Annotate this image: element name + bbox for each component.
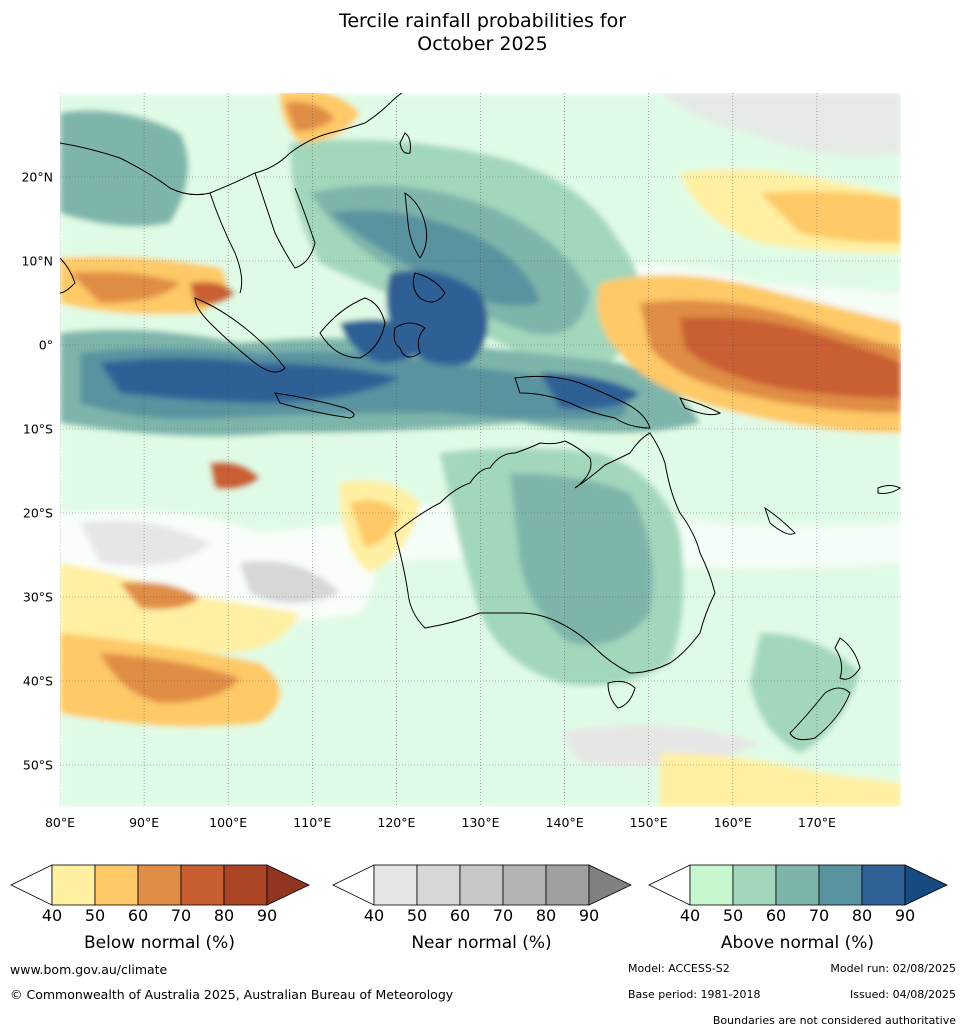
colorbar-segment — [818, 864, 863, 906]
malay-peninsula-coastline — [209, 192, 243, 294]
australia-coastline — [394, 432, 716, 674]
colorbar-low-arrow — [648, 864, 691, 906]
footer-copyright: © Commonwealth of Australia 2025, Austra… — [10, 987, 454, 1002]
map-canvas — [60, 93, 901, 807]
footer-url[interactable]: www.bom.gov.au/climate — [10, 962, 168, 977]
footer-model: Model: ACCESS-S2 — [628, 962, 730, 975]
new-caledonia-coastline — [764, 506, 796, 535]
colorbar-title: Below normal (%) — [84, 933, 235, 953]
colorbar-tick-label: 70 — [492, 906, 514, 925]
map-title: Tercile rainfall probabilities for Octob… — [0, 10, 965, 56]
colorbar-tick-label: 50 — [722, 906, 744, 925]
longitude-label: 170°E — [797, 815, 836, 830]
footer-base-period: Base period: 1981-2018 — [628, 988, 761, 1001]
latitude-label: 50°S — [22, 757, 53, 773]
colorbar-tick-label: 70 — [170, 906, 192, 925]
footer-disclaimer: Boundaries are not considered authoritat… — [712, 1014, 956, 1027]
longitude-label: 150°E — [629, 815, 668, 830]
latitude-label: 30°S — [22, 589, 53, 605]
longitude-label: 90°E — [129, 815, 160, 830]
longitude-label: 110°E — [293, 815, 332, 830]
colorbar-tick-label: 60 — [449, 906, 471, 925]
colorbar-segment — [689, 864, 734, 906]
nz-north-coastline — [834, 637, 861, 680]
latitude-label: 10°N — [21, 253, 53, 269]
colorbar-title: Above normal (%) — [720, 933, 875, 953]
tasmania-coastline — [607, 680, 636, 709]
new-guinea-coastline — [514, 375, 651, 429]
longitude-label: 160°E — [713, 815, 752, 830]
colorbar-segment — [416, 864, 461, 906]
colorbar-segment — [223, 864, 268, 906]
borneo-coastline — [319, 297, 386, 359]
colorbar-high-arrow — [588, 864, 632, 906]
indochina-coastline — [254, 172, 316, 269]
solomon-islands-coastline — [679, 397, 722, 416]
colorbar-high-arrow — [266, 864, 310, 906]
colorbar-tick-label: 90 — [256, 906, 278, 925]
colorbar-segment — [180, 864, 225, 906]
colorbar-segment — [51, 864, 96, 906]
colorbar-tick-label: 50 — [84, 906, 106, 925]
latitude-label: 20°N — [21, 169, 53, 185]
india-tip-coastline — [60, 257, 76, 294]
fiji-coastline — [877, 485, 901, 494]
latitude-label: 20°S — [22, 505, 53, 521]
colorbar-tick-label: 40 — [679, 906, 701, 925]
longitude-label: 120°E — [377, 815, 416, 830]
asia-coastline — [60, 93, 403, 196]
mindanao-coastline — [412, 272, 446, 303]
latitude-label: 0° — [38, 337, 53, 353]
latitude-label: 40°S — [22, 673, 53, 689]
colorbar-tick-label: 80 — [535, 906, 557, 925]
colorbar-segment — [775, 864, 820, 906]
colorbar-tick-label: 70 — [808, 906, 830, 925]
colorbar — [648, 864, 948, 906]
colorbar-segment — [373, 864, 418, 906]
longitude-label: 140°E — [545, 815, 584, 830]
taiwan-coastline — [399, 132, 411, 154]
latitude-label: 10°S — [22, 421, 53, 437]
colorbar-tick-label: 60 — [765, 906, 787, 925]
sumatra-coastline — [194, 297, 286, 373]
colorbar-segment — [732, 864, 777, 906]
longitude-label: 130°E — [461, 815, 500, 830]
colorbar-tick-label: 80 — [851, 906, 873, 925]
map-gridlines — [60, 93, 901, 807]
longitude-label: 80°E — [44, 815, 76, 830]
rainfall-probability-map — [60, 93, 901, 807]
colorbar-low-arrow — [332, 864, 375, 906]
colorbar-tick-label: 40 — [41, 906, 63, 925]
colorbar-tick-label: 90 — [894, 906, 916, 925]
colorbar-segment — [861, 864, 906, 906]
colorbar-segment — [545, 864, 590, 906]
colorbar-tick-label: 50 — [406, 906, 428, 925]
colorbar-segment — [94, 864, 139, 906]
luzon-coastline — [404, 191, 428, 259]
colorbar-low-arrow — [10, 864, 53, 906]
longitude-label: 100°E — [209, 815, 248, 830]
title-line-2: October 2025 — [417, 33, 548, 55]
colorbar-segment — [459, 864, 504, 906]
java-coastline — [274, 392, 355, 419]
footer-model-run: Model run: 02/08/2025 — [830, 962, 956, 975]
colorbar-segment — [502, 864, 547, 906]
colorbar-tick-label: 40 — [363, 906, 385, 925]
colorbar-tick-label: 90 — [578, 906, 600, 925]
colorbar-tick-label: 60 — [127, 906, 149, 925]
colorbar-tick-label: 80 — [213, 906, 235, 925]
colorbar — [332, 864, 632, 906]
sulawesi-coastline — [393, 322, 426, 358]
coastlines — [60, 93, 901, 741]
nz-south-coastline — [789, 687, 851, 741]
title-line-1: Tercile rainfall probabilities for — [338, 10, 627, 32]
colorbar-high-arrow — [904, 864, 948, 906]
colorbar-segment — [137, 864, 182, 906]
colorbar-title: Near normal (%) — [411, 933, 552, 953]
colorbar — [10, 864, 310, 906]
footer-issued: Issued: 04/08/2025 — [849, 988, 956, 1001]
